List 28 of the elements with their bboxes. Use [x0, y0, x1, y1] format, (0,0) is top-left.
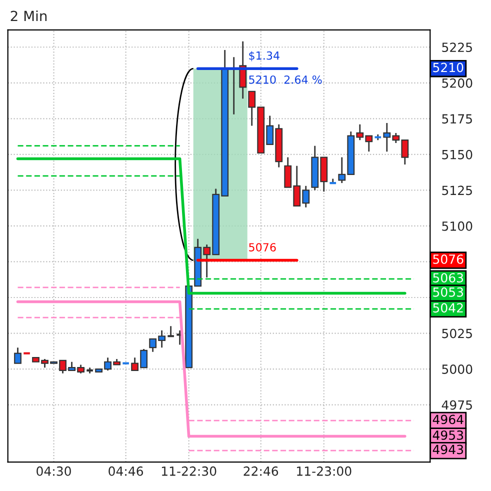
annotation: 4964 — [432, 414, 464, 424]
y-tick-label: 5225 — [442, 42, 472, 52]
candlestick — [166, 325, 176, 338]
annotation: 5053 — [433, 287, 464, 297]
y-tick-label: 5200 — [442, 78, 472, 88]
annotation: 5210 — [433, 62, 464, 72]
x-tick-label: 04:46 — [108, 466, 144, 476]
y-tick-label: 5125 — [442, 186, 472, 196]
y-tick-label: 5000 — [442, 364, 472, 374]
annotation: 4953 — [432, 430, 464, 440]
annotation: 5076 — [433, 254, 464, 264]
annotation: 5042 — [433, 303, 463, 313]
y-tick-label: 4975 — [442, 400, 472, 410]
x-tick-label: 22:46 — [244, 466, 278, 476]
y-tick-label: 5150 — [442, 150, 472, 160]
annotation: 5210 2.64 % — [249, 75, 322, 84]
x-tick-label: 11-23:00 — [297, 466, 352, 476]
annotation: $1.34 — [249, 51, 280, 62]
chart-title: 2 Min — [10, 10, 47, 22]
y-tick-label: 5025 — [442, 328, 472, 338]
y-tick-label: 5175 — [442, 114, 472, 124]
x-tick-label: 11-22:30 — [162, 466, 216, 476]
candlestick — [14, 346, 22, 364]
annotation: 5063 — [433, 273, 464, 283]
y-tick-label: 5100 — [442, 221, 472, 231]
x-tick-label: 04:30 — [36, 466, 71, 476]
annotation: 5076 — [249, 243, 276, 252]
annotation: 4943 — [432, 444, 464, 454]
